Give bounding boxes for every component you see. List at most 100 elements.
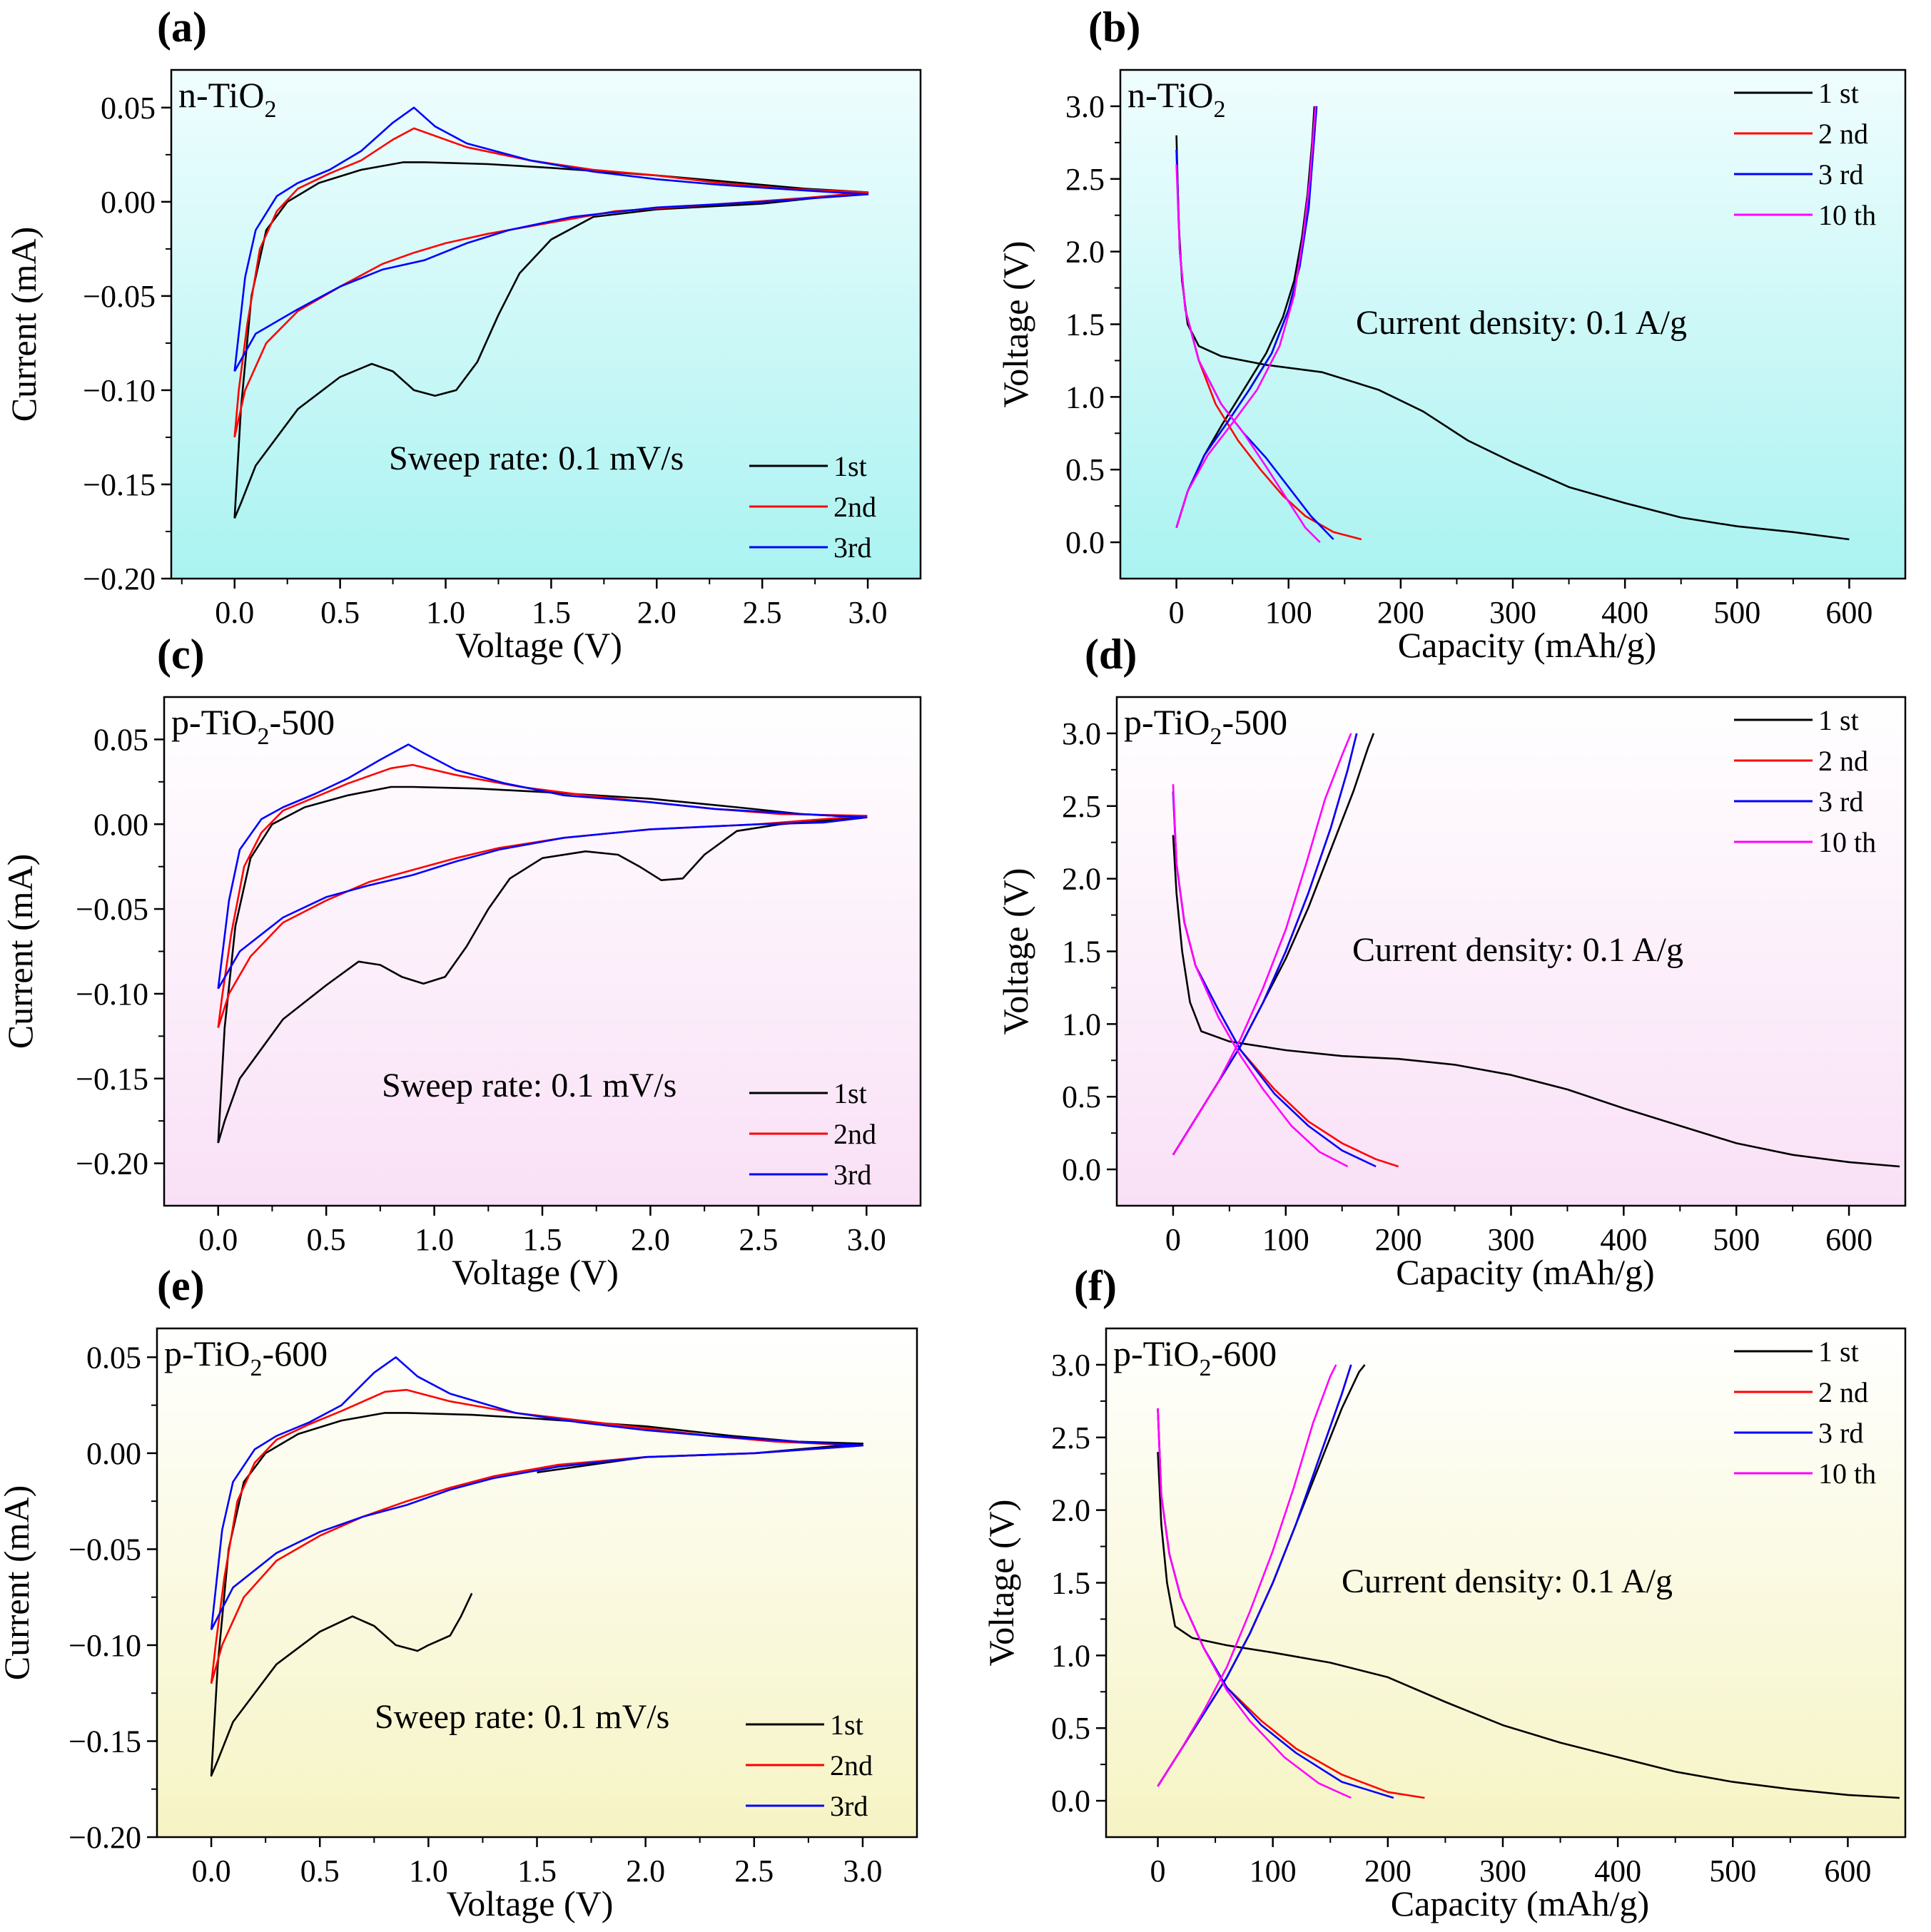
plot-area — [1117, 697, 1905, 1206]
x-tick-label: 3.0 — [843, 1854, 882, 1888]
x-axis-label: Voltage (V) — [455, 625, 622, 665]
x-tick-label: 300 — [1479, 1854, 1526, 1888]
sample-label: p-TiO2-500 — [1124, 702, 1287, 750]
sample-label: p-TiO2-600 — [164, 1333, 328, 1381]
y-tick-label: 0.05 — [101, 91, 156, 126]
y-tick-label: −0.10 — [83, 373, 156, 408]
y-axis-label: Current (mA) — [4, 227, 44, 422]
panel-f: 0 100 200 300 400 500 600 0.0 0.5 1.0 1.5 2.0 2.5 3.0… — [981, 1262, 1907, 1923]
x-tick-label: 2.0 — [631, 1222, 670, 1257]
y-tick-label: −0.15 — [69, 1724, 141, 1759]
panel-a: 0.0 0.5 1.0 1.5 2.0 2.5 3.0 −0.20 −0.15 −0.10 −0.0… — [4, 4, 922, 665]
x-tick-label: 500 — [1713, 595, 1760, 630]
legend-label: 1st — [830, 1709, 863, 1741]
y-tick-label: −0.15 — [76, 1062, 148, 1097]
legend-label: 10 th — [1818, 199, 1876, 231]
y-tick-label: 3.0 — [1051, 1348, 1090, 1383]
series-line-10-th-discharge — [1157, 1408, 1352, 1799]
panel-letter: (c) — [157, 631, 205, 678]
legend-label: 2 nd — [1818, 1376, 1868, 1408]
x-tick-label: 0.0 — [215, 595, 254, 630]
legend-label: 3rd — [833, 532, 871, 564]
sample-name: n-TiO — [1127, 75, 1213, 115]
y-tick-label: −0.05 — [83, 279, 156, 314]
x-tick-label: 200 — [1364, 1854, 1411, 1888]
series-line-10-th-charge — [1175, 106, 1317, 529]
x-tick-label: 400 — [1594, 1854, 1641, 1888]
y-tick-label: 1.5 — [1065, 307, 1105, 342]
legend-label: 2 nd — [1818, 118, 1868, 150]
panel-letter: (b) — [1088, 4, 1140, 51]
y-tick-label: −0.10 — [76, 977, 148, 1012]
x-tick-label: 2.0 — [626, 1854, 665, 1888]
annotation: Sweep rate: 0.1 mV/s — [389, 439, 684, 477]
series-group — [233, 106, 869, 519]
x-tick-label: 3.0 — [848, 595, 888, 630]
x-tick-label: 300 — [1489, 595, 1536, 630]
y-tick-label: 2.5 — [1051, 1420, 1090, 1455]
y-tick-label: 0.0 — [1051, 1784, 1090, 1819]
y-tick-label: 0.0 — [1062, 1152, 1101, 1187]
x-tick-label: 1.5 — [517, 1854, 557, 1888]
x-tick-label: 1.5 — [532, 595, 571, 630]
y-tick-label: 0.5 — [1051, 1711, 1090, 1746]
y-tick-label: 1.5 — [1051, 1566, 1090, 1601]
legend-label: 2nd — [833, 1118, 876, 1150]
x-tick-label: 0.5 — [307, 1222, 346, 1257]
x-axis-label: Voltage (V) — [452, 1252, 619, 1292]
x-tick-label: 1.5 — [523, 1222, 562, 1257]
y-tick-label: −0.10 — [69, 1628, 141, 1663]
panel-b: 0 100 200 300 400 500 600 0.0 0.5 1.0 1.5 2.0 2.5 3.0… — [995, 4, 1907, 665]
y-axis-label: Voltage (V) — [981, 1500, 1021, 1667]
y-tick-label: 0.05 — [93, 722, 148, 757]
panel-letter: (d) — [1085, 631, 1137, 678]
y-tick-label: 2.0 — [1051, 1493, 1090, 1528]
x-tick-label: 600 — [1824, 1854, 1871, 1888]
x-tick-label: 2.5 — [743, 595, 782, 630]
series-line-2nd — [233, 127, 869, 438]
sample-label: n-TiO2 — [1127, 75, 1225, 123]
sample-name: p-TiO — [164, 1333, 250, 1373]
annotation: Sweep rate: 0.1 mV/s — [375, 1698, 669, 1736]
y-tick-label: 0.00 — [86, 1436, 141, 1471]
x-tick-label: 0 — [1165, 1222, 1181, 1257]
x-tick-label: 0.5 — [300, 1854, 340, 1888]
series-group — [1172, 733, 1900, 1168]
panel-d: 0 100 200 300 400 500 600 0.0 0.5 1.0 1.5 2.0 2.5 3.0… — [995, 631, 1907, 1292]
series-line-3rd — [233, 106, 869, 372]
sample-suffix: -600 — [262, 1333, 328, 1373]
legend: 1st 2nd 3rd — [749, 1077, 876, 1191]
sample-name: p-TiO — [171, 702, 257, 742]
x-axis-label: Voltage (V) — [447, 1883, 614, 1923]
legend: 1 st 2 nd 3 rd 10 th — [1734, 704, 1876, 858]
y-tick-label: 2.5 — [1062, 789, 1101, 824]
y-tick-label: 0.0 — [1065, 525, 1105, 560]
y-tick-label: 3.0 — [1062, 716, 1101, 751]
x-tick-label: 500 — [1709, 1854, 1756, 1888]
plot-area — [157, 1328, 917, 1837]
y-tick-label: 3.0 — [1065, 89, 1105, 124]
x-tick-label: 0 — [1169, 595, 1185, 630]
series-line-1st — [217, 785, 868, 1144]
y-tick-label: 1.0 — [1065, 380, 1105, 415]
sample-subscript: 2 — [1213, 96, 1225, 123]
legend: 1st 2nd 3rd — [749, 450, 876, 564]
series-group — [210, 1356, 864, 1777]
y-tick-label: −0.20 — [76, 1147, 148, 1181]
y-axis-label: Voltage (V) — [995, 241, 1035, 408]
series-line-1st — [233, 161, 869, 519]
x-tick-label: 2.0 — [637, 595, 676, 630]
plot-area — [1120, 70, 1905, 579]
panel-e: 0.0 0.5 1.0 1.5 2.0 2.5 3.0 −0.20 −0.15 −0.10 −0.0… — [0, 1262, 918, 1923]
y-axis-label: Current (mA) — [0, 1485, 36, 1681]
series-line-1-st-discharge — [1157, 1452, 1900, 1799]
x-tick-label: 3.0 — [847, 1222, 886, 1257]
plot-area — [164, 697, 921, 1206]
legend-label: 1st — [833, 1077, 867, 1109]
annotation: Current density: 0.1 A/g — [1342, 1562, 1673, 1600]
x-tick-label: 400 — [1601, 595, 1648, 630]
annotation: Current density: 0.1 A/g — [1352, 931, 1683, 969]
annotation: Current density: 0.1 A/g — [1356, 304, 1687, 342]
x-tick-label: 300 — [1488, 1222, 1535, 1257]
legend-label: 2nd — [833, 491, 876, 523]
